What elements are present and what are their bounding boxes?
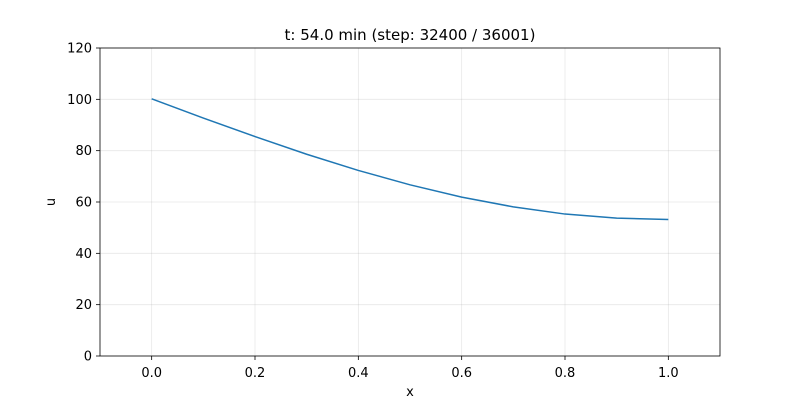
x-tick-label: 0.2 <box>245 366 266 381</box>
x-tick-label: 1.0 <box>658 366 679 381</box>
y-tick-label: 0 <box>84 350 92 365</box>
grid <box>100 47 720 357</box>
x-axis-label: x <box>406 385 414 400</box>
x-tick-label: 0.6 <box>451 366 472 381</box>
y-tick-label: 100 <box>67 93 92 108</box>
chart-title: t: 54.0 min (step: 32400 / 36001) <box>285 26 536 44</box>
x-tick-label: 0.4 <box>348 366 369 381</box>
x-axis: 0.0 0.2 0.4 0.6 0.8 1.0 <box>141 356 679 381</box>
x-tick-label: 0.0 <box>141 366 162 381</box>
y-tick-label: 40 <box>75 247 92 262</box>
y-tick-label: 60 <box>75 196 92 211</box>
series-line <box>151 98 669 221</box>
y-tick-label: 20 <box>75 298 92 313</box>
y-axis-label: u <box>44 198 59 206</box>
x-tick-label: 0.8 <box>555 366 576 381</box>
y-tick-label: 120 <box>67 42 92 57</box>
y-tick-label: 80 <box>75 144 92 159</box>
y-axis: 0 20 40 60 80 100 120 <box>67 42 100 365</box>
series-group <box>151 98 669 221</box>
